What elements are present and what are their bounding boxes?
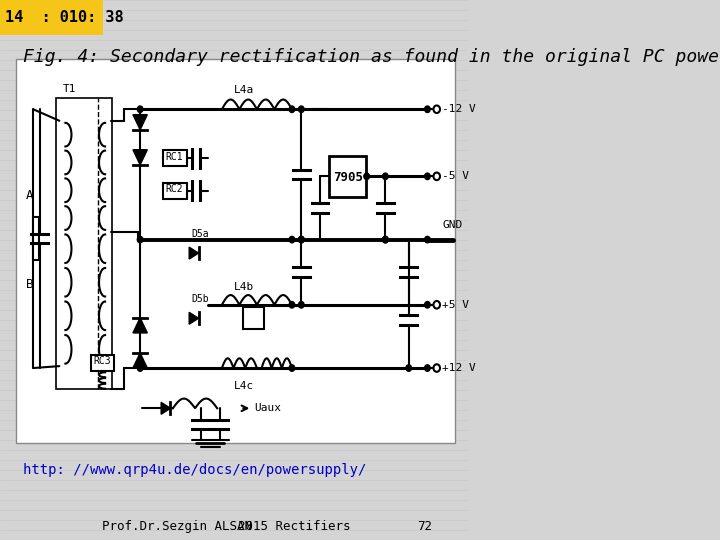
Bar — [56, 98, 112, 389]
Text: 14  : 010: 38: 14 : 010: 38 — [4, 10, 123, 25]
Circle shape — [364, 173, 369, 180]
Polygon shape — [133, 114, 148, 130]
Circle shape — [382, 173, 388, 180]
Circle shape — [425, 237, 430, 243]
Polygon shape — [133, 318, 148, 333]
Text: L4c: L4c — [233, 381, 254, 390]
Circle shape — [425, 365, 430, 372]
Polygon shape — [133, 150, 148, 165]
Circle shape — [138, 365, 143, 372]
Text: GND: GND — [442, 220, 462, 229]
Circle shape — [289, 237, 294, 243]
Circle shape — [425, 106, 430, 112]
Circle shape — [382, 237, 388, 243]
Text: -12 V: -12 V — [442, 104, 476, 114]
Text: 7905: 7905 — [333, 171, 363, 184]
Text: A: A — [26, 189, 33, 202]
Text: -5 V: -5 V — [442, 171, 469, 181]
Text: L4b: L4b — [233, 282, 254, 292]
Polygon shape — [133, 353, 148, 368]
Text: B: B — [26, 278, 33, 291]
Text: RC1: RC1 — [166, 152, 184, 162]
Circle shape — [138, 237, 143, 243]
Text: 2015 Rectifiers: 2015 Rectifiers — [238, 520, 351, 533]
Text: +12 V: +12 V — [442, 363, 476, 373]
Text: D5b: D5b — [192, 294, 209, 304]
Text: RC2: RC2 — [166, 184, 184, 194]
Circle shape — [433, 301, 440, 308]
Bar — [17, 59, 456, 443]
Circle shape — [433, 173, 440, 180]
Text: RC3: RC3 — [93, 356, 111, 366]
Circle shape — [382, 237, 388, 243]
Polygon shape — [189, 312, 199, 324]
Text: 72: 72 — [418, 520, 433, 533]
Bar — [243, 307, 264, 329]
Bar — [163, 183, 186, 199]
Text: http: //www.qrp4u.de/docs/en/powersupply/: http: //www.qrp4u.de/docs/en/powersupply… — [23, 463, 366, 477]
Circle shape — [289, 365, 294, 372]
Text: Uaux: Uaux — [255, 403, 282, 413]
Bar — [0, 0, 103, 35]
Bar — [163, 150, 186, 166]
Circle shape — [425, 173, 430, 180]
Polygon shape — [161, 402, 171, 414]
Text: Fig. 4: Secondary rectification as found in the original PC power supply: Fig. 4: Secondary rectification as found… — [23, 48, 720, 66]
Text: L4a: L4a — [233, 85, 254, 95]
Bar — [329, 156, 366, 197]
Circle shape — [289, 106, 294, 112]
Bar — [33, 217, 39, 260]
Text: D5a: D5a — [192, 229, 209, 239]
Text: Prof.Dr.Sezgin ALSAN: Prof.Dr.Sezgin ALSAN — [102, 520, 253, 533]
Circle shape — [425, 301, 430, 308]
Circle shape — [299, 301, 304, 308]
Circle shape — [299, 237, 304, 243]
Circle shape — [406, 365, 412, 372]
Circle shape — [433, 364, 440, 372]
Polygon shape — [189, 247, 199, 259]
Text: T1: T1 — [63, 84, 76, 94]
Circle shape — [299, 237, 304, 243]
Circle shape — [138, 106, 143, 112]
Circle shape — [433, 105, 440, 113]
Bar — [91, 355, 114, 371]
Text: +5 V: +5 V — [442, 300, 469, 310]
Circle shape — [299, 106, 304, 112]
Circle shape — [289, 301, 294, 308]
